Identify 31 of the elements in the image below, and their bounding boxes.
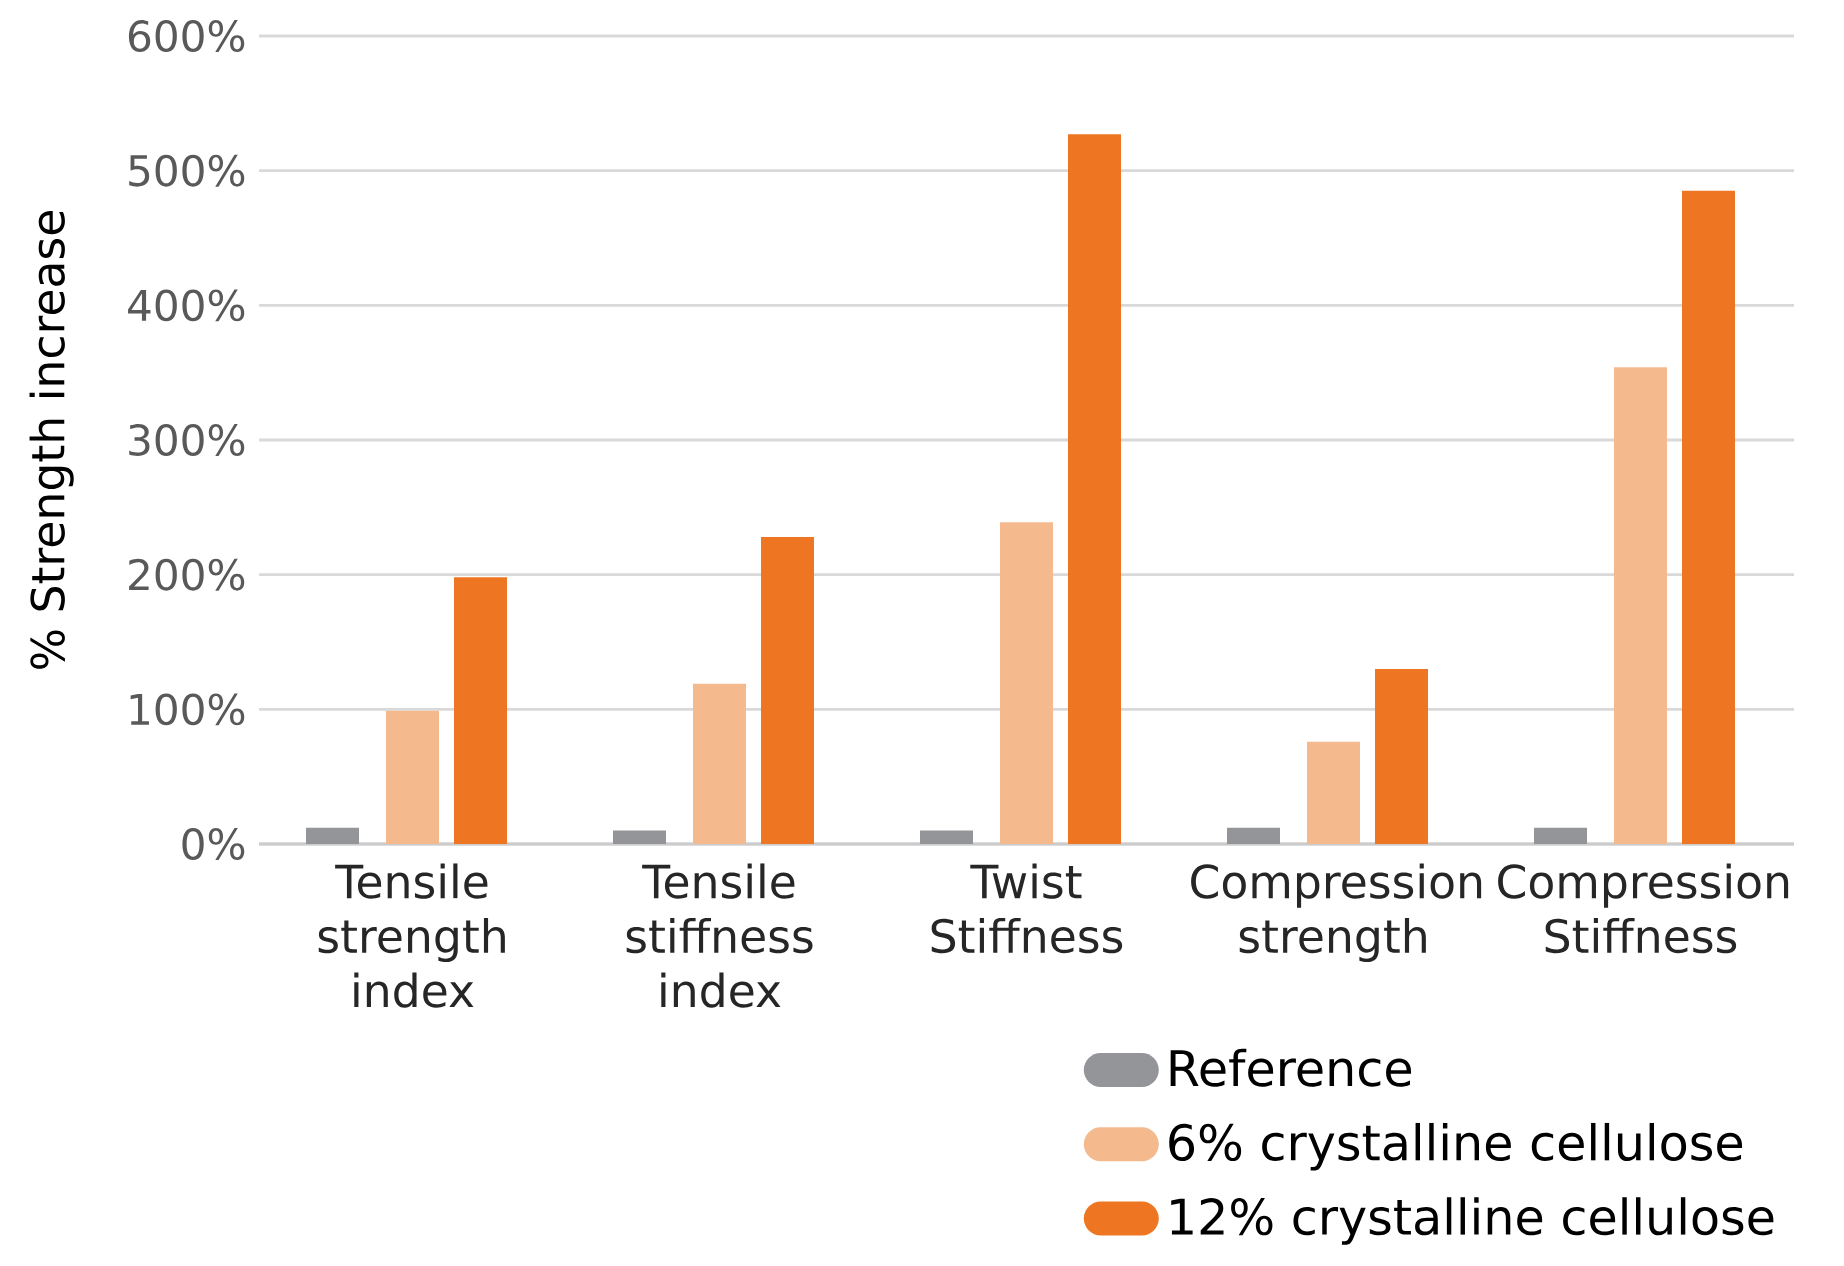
- y-tick-label: 300%: [129, 424, 245, 456]
- bar: [612, 830, 666, 844]
- bar: [386, 710, 439, 844]
- bar: [1613, 367, 1667, 844]
- y-axis-title: % Strength increase: [29, 211, 74, 669]
- bar: [1227, 827, 1280, 844]
- y-tick-label: 400%: [128, 289, 245, 322]
- bar: [1534, 827, 1587, 844]
- bar: [1375, 668, 1428, 844]
- bar: [454, 577, 507, 844]
- bar: [1000, 522, 1053, 844]
- bar: [1306, 741, 1360, 844]
- legend-label: 12% crystalline cellulose: [1171, 1197, 1774, 1245]
- x-tick-label: Twist Stiffness: [931, 863, 1123, 954]
- x-tick-label: Compression strength: [1191, 863, 1482, 963]
- legend-label: 6% crystalline cellulose: [1169, 1122, 1743, 1171]
- bar: [693, 683, 746, 844]
- y-tick-label: 0%: [182, 828, 245, 860]
- x-tick-label: Compression Stiffness: [1498, 863, 1789, 954]
- x-tick-label: Tensile stiffness index: [626, 863, 813, 1008]
- bar: [919, 830, 973, 844]
- bar: [1067, 134, 1121, 844]
- x-tick-label: Tensile strength index: [318, 863, 505, 1008]
- y-tick-label: 100%: [130, 693, 245, 726]
- bar: [306, 827, 359, 844]
- y-tick-label: 500%: [129, 154, 245, 187]
- y-tick-label: 200%: [129, 558, 245, 591]
- legend-label: Reference: [1170, 1048, 1412, 1087]
- y-tick-label: 600%: [128, 20, 245, 52]
- bar: [1682, 190, 1735, 844]
- bar: [760, 536, 814, 844]
